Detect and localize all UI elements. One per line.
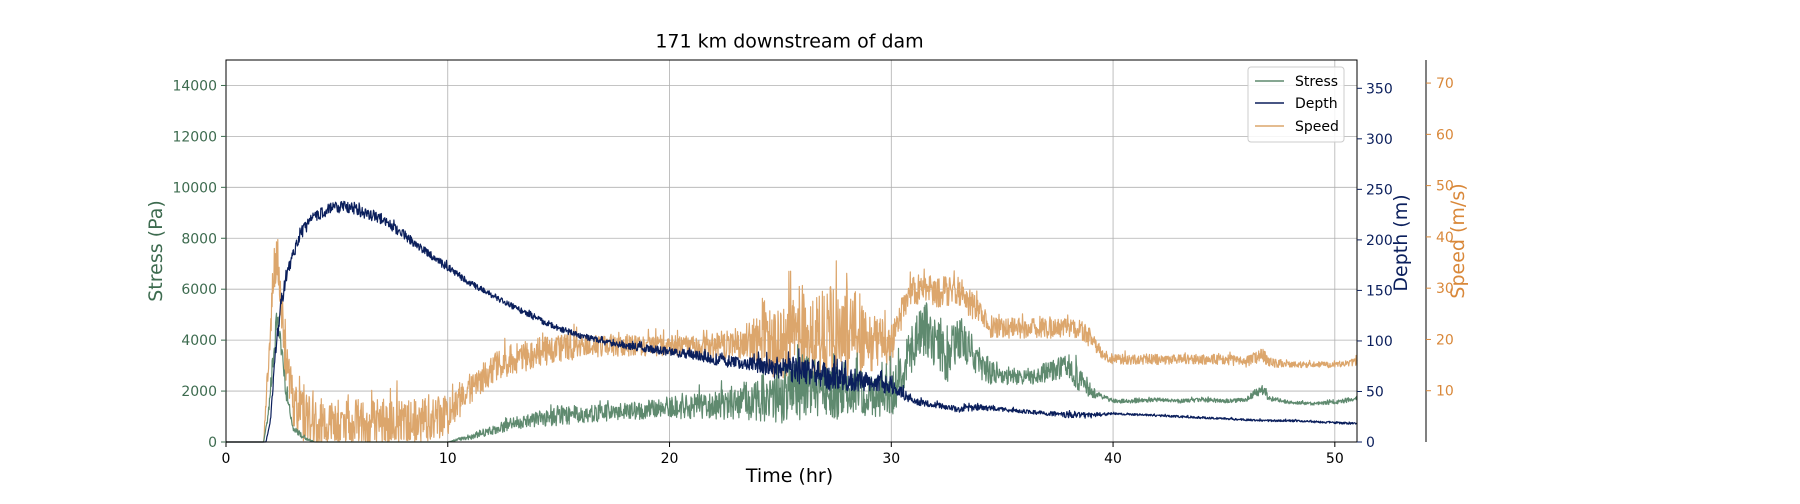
legend: Stress Depth Speed bbox=[1247, 66, 1345, 143]
stress-axis-title: Stress (Pa) bbox=[145, 200, 167, 302]
x-tick-label: 20 bbox=[661, 451, 679, 467]
speed-tick-label: 20 bbox=[1436, 332, 1454, 348]
legend-label-stress: Stress bbox=[1295, 74, 1338, 90]
depth-tick-label: 250 bbox=[1366, 182, 1393, 198]
speed-axis-title: Speed (m/s) bbox=[1447, 183, 1469, 298]
plot-border bbox=[225, 59, 1358, 443]
legend-label-depth: Depth bbox=[1295, 96, 1338, 112]
stress-axis: 0 2000 4000 6000 8000 10000 12000 14000 bbox=[172, 78, 226, 451]
x-tick-label: 30 bbox=[882, 451, 900, 467]
depth-tick-label: 0 bbox=[1366, 435, 1375, 451]
series-layer bbox=[225, 200, 1358, 443]
x-tick-label: 0 bbox=[222, 451, 231, 467]
x-tick-label: 40 bbox=[1104, 451, 1122, 467]
stress-tick-label: 10000 bbox=[172, 180, 217, 196]
series-line-speed bbox=[225, 239, 1358, 443]
stress-tick-label: 2000 bbox=[181, 384, 217, 400]
x-tick-label: 10 bbox=[439, 451, 457, 467]
speed-axis: 10 20 30 40 50 60 70 bbox=[1425, 60, 1454, 442]
speed-tick-label: 40 bbox=[1436, 230, 1454, 246]
speed-tick-label: 30 bbox=[1436, 281, 1454, 297]
stress-tick-label: 14000 bbox=[172, 78, 217, 94]
depth-tick-label: 100 bbox=[1366, 334, 1393, 350]
depth-tick-label: 50 bbox=[1366, 384, 1384, 400]
stress-tick-label: 0 bbox=[208, 435, 217, 451]
stress-tick-label: 6000 bbox=[181, 282, 217, 298]
speed-tick-label: 50 bbox=[1436, 179, 1454, 195]
series-line-depth bbox=[225, 200, 1358, 443]
stress-tick-label: 8000 bbox=[181, 231, 217, 247]
depth-axis: 0 50 100 150 200 250 300 350 bbox=[1357, 81, 1393, 451]
x-axis-title: Time (hr) bbox=[745, 465, 833, 487]
stress-tick-label: 12000 bbox=[172, 129, 217, 145]
legend-label-speed: Speed bbox=[1295, 119, 1339, 135]
plot-frame bbox=[225, 59, 1358, 443]
depth-tick-label: 350 bbox=[1366, 81, 1393, 97]
legend-box bbox=[1247, 66, 1345, 143]
x-tick-label: 50 bbox=[1326, 451, 1344, 467]
depth-axis-title: Depth (m) bbox=[1390, 194, 1412, 291]
depth-tick-label: 300 bbox=[1366, 132, 1393, 148]
chart-title: 171 km downstream of dam bbox=[655, 31, 923, 53]
speed-tick-label: 60 bbox=[1436, 127, 1454, 143]
speed-tick-label: 10 bbox=[1436, 384, 1454, 400]
x-axis: 0 10 20 30 40 50 bbox=[222, 442, 1344, 467]
stress-tick-label: 4000 bbox=[181, 333, 217, 349]
depth-tick-label: 150 bbox=[1366, 283, 1393, 299]
depth-tick-label: 200 bbox=[1366, 233, 1393, 249]
speed-tick-label: 70 bbox=[1436, 76, 1454, 92]
